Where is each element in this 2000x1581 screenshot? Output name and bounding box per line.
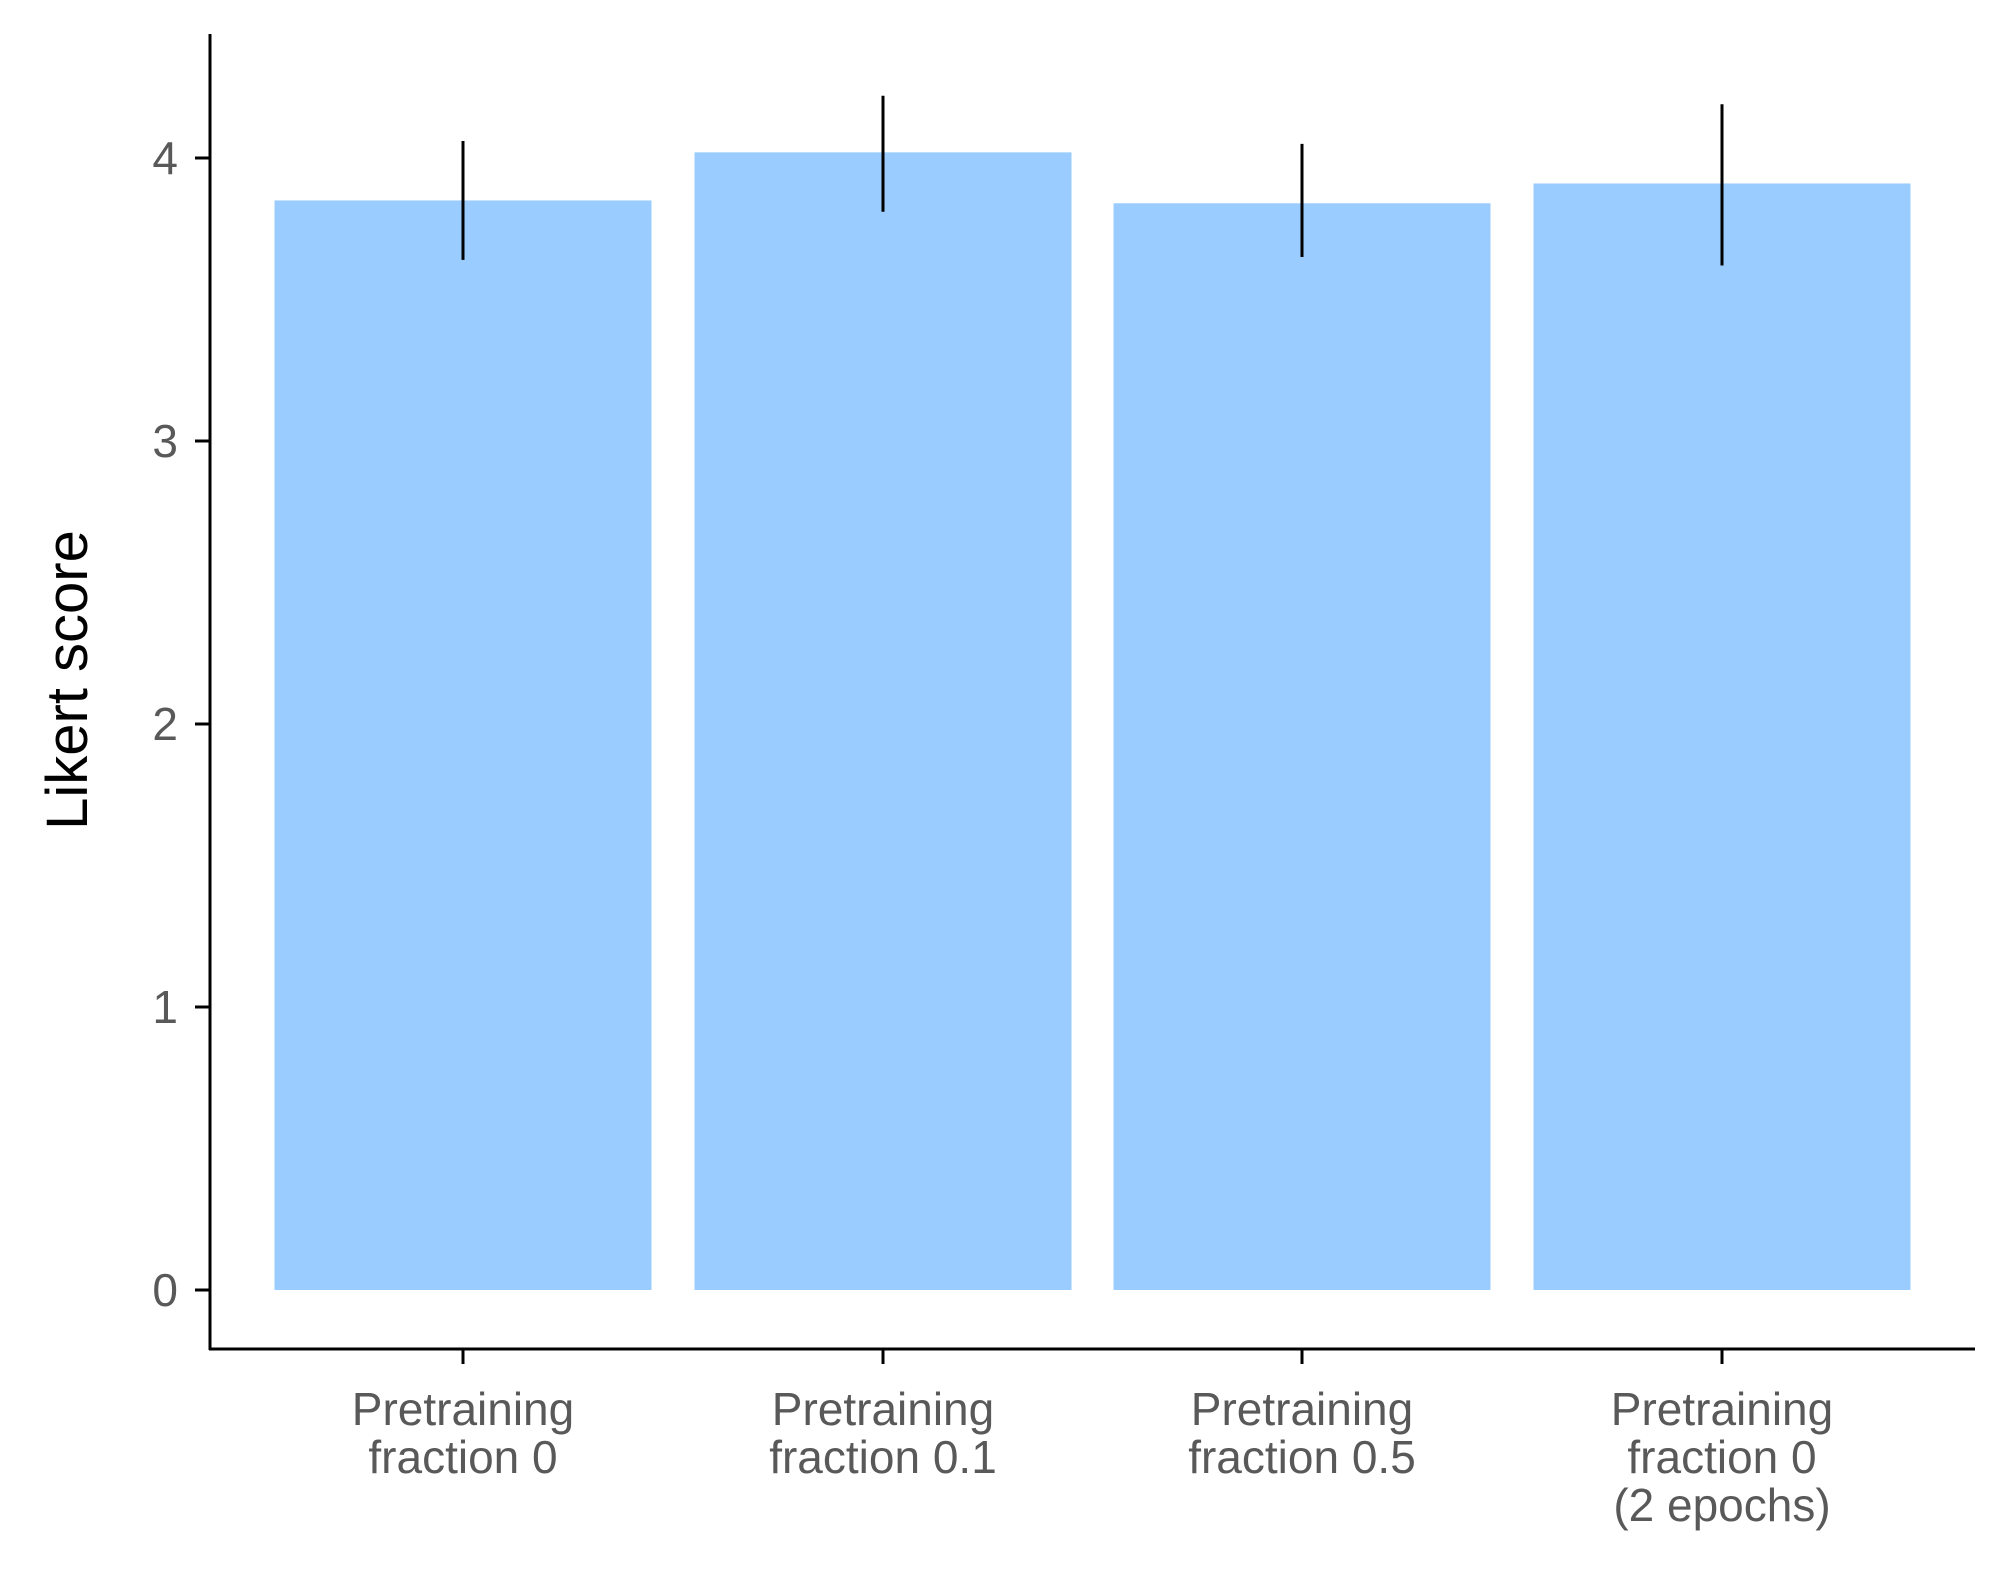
x-tick-label: Pretraining fraction 0.1 — [769, 1383, 997, 1483]
x-tick-label-line: fraction 0.5 — [1188, 1431, 1416, 1483]
y-tick-label: 0 — [152, 1264, 178, 1316]
x-tick-label-line: Pretraining — [1191, 1383, 1413, 1435]
x-tick-label-line: (2 epochs) — [1613, 1479, 1830, 1531]
x-tick-label: Pretraining fraction 0 — [352, 1383, 574, 1483]
x-tick-label-line: fraction 0.1 — [769, 1431, 997, 1483]
bar — [1113, 203, 1491, 1290]
y-axis-label: Likert score — [35, 530, 100, 830]
bar — [1533, 183, 1911, 1291]
x-tick-label: Pretraining fraction 0 (2 epochs) — [1611, 1383, 1833, 1531]
x-tick-label-line: fraction 0 — [368, 1431, 557, 1483]
x-tick-label-line: Pretraining — [772, 1383, 994, 1435]
x-tick-label-line: fraction 0 — [1627, 1431, 1816, 1483]
y-tick-label: 1 — [152, 981, 178, 1033]
y-tick-label: 3 — [152, 415, 178, 467]
bar — [694, 152, 1072, 1291]
y-tick-label: 2 — [152, 698, 178, 750]
x-tick-label-line: Pretraining — [1611, 1383, 1833, 1435]
x-tick-label: Pretraining fraction 0.5 — [1188, 1383, 1416, 1483]
y-tick-label: 4 — [152, 132, 178, 184]
x-tick-label-line: Pretraining — [352, 1383, 574, 1435]
bar — [274, 200, 652, 1291]
